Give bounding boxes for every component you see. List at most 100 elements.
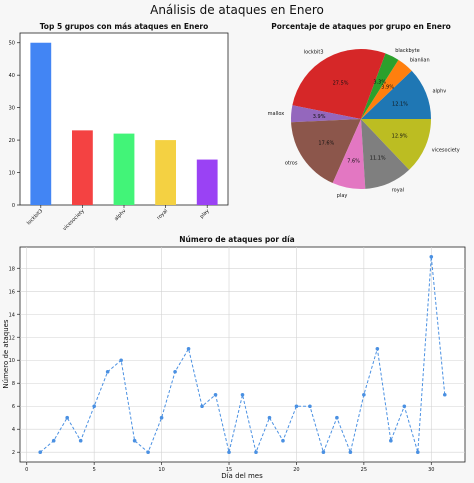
pie-label-vicesociety: vicesociety [432,147,460,153]
pie-slice-lockbit3 [292,49,386,119]
line-y-tick-label: 8 [12,381,15,387]
pie-pct-alphv: 12.1% [392,101,408,107]
line-chart-title: Número de ataques por día [179,235,294,244]
line-x-tick-label: 30 [428,467,434,473]
bar-royal [155,140,176,205]
line-point [294,404,299,409]
pie-slice-mallox [291,105,361,123]
line-point [65,415,69,420]
line-point [227,450,231,455]
line-y-axis: 2 4 6 8 10 12 14 16 18 [9,266,20,456]
pie-pct-lockbit3: 27.5% [333,80,349,86]
line-x-tick-label: 0 [25,467,28,473]
bar-alphv [113,133,135,205]
line-x-tick-label: 5 [93,467,96,473]
line-point [375,346,380,351]
line-point [119,358,123,363]
line-point [335,415,339,420]
pie-slice-bianlian [361,59,412,119]
pie-slice-play [332,119,366,189]
bar-y-tick-label: 20 [9,138,15,144]
line-point [78,438,83,443]
pie-pct-blackbyte: 3.3% [373,79,386,85]
bar-y-tick-label: 30 [9,106,15,112]
line-y-tick-label: 18 [9,266,15,272]
bar-x-tick-label: play [199,208,211,220]
bar-x-tick-label: alphv [113,208,127,222]
line-marks [38,254,447,455]
pie-label-otros: otros [285,161,298,167]
pie-chart: Porcentaje de ataques por grupo en Enero… [268,22,460,199]
line-point [38,450,43,455]
pie-label-lockbit3: lockbit3 [304,50,324,56]
line-x-tick-label: 25 [361,467,367,473]
bar-lockbit3 [30,42,52,206]
line-x-axis: 0 5 10 15 20 25 30 [25,462,434,473]
pie-chart-title: Porcentaje de ataques por grupo en Enero [271,22,451,31]
line-point [308,404,312,409]
bar-chart: Top 5 grupos con más ataques en Enero 0 1… [9,22,229,232]
line-y-axis-label: Número de ataques [2,319,10,389]
line-point [92,404,96,409]
bar-chart-title: Top 5 grupos con más ataques en Enero [40,22,209,31]
pie-slice-alphv [361,70,431,119]
pie-label-mallox: mallox [268,111,285,117]
pie-slice-royal [361,119,410,189]
pie-slice-blackbyte [361,53,399,119]
pie-labels: 12.1% alphv 3.9% bianlian 3.3% blackbyte 27.5%… [268,48,460,199]
pie-slices [291,49,431,189]
pie-pct-play: 7.6% [347,158,360,164]
line-point [254,450,258,455]
pie-pct-vicesociety: 12.9% [392,134,408,140]
line-point [402,404,407,409]
pie-label-blackbyte: blackbyte [395,48,419,54]
bar-y-axis: 0 10 20 30 40 50 [9,41,20,209]
bar-play [196,159,218,205]
line-x-axis-label: Día del mes [221,472,263,480]
line-point [186,346,191,351]
line-point [173,369,177,374]
bar-y-tick-label: 10 [9,171,15,177]
line-point [105,369,110,374]
line-point [51,438,56,443]
bar-x-axis: lockbit3 vicesociety alphv royal play [26,205,211,232]
line-point [348,450,353,455]
line-point [429,254,434,259]
bar-marks [30,42,218,206]
bar-x-tick-label: lockbit3 [26,208,44,226]
bar-vicesociety [72,130,93,205]
pie-pct-royal: 11.1% [370,156,386,162]
line-y-tick-label: 10 [9,358,15,364]
line-point [389,438,393,443]
figure-suptitle: Análisis de ataques en Enero [150,3,324,17]
line-y-tick-label: 12 [9,335,15,341]
line-point [200,404,204,409]
line-y-tick-label: 4 [12,427,15,433]
line-y-tick-label: 16 [9,289,15,295]
pie-slice-vicesociety [361,119,431,170]
line-point [416,450,420,455]
line-point [321,450,326,455]
line-point [362,392,366,397]
line-point [146,450,150,455]
pie-slice-otros [291,119,361,184]
line-point [240,392,245,397]
bar-y-tick-label: 40 [9,73,15,79]
line-y-tick-label: 2 [12,450,15,456]
line-chart: Número de ataques por día 2 4 6 8 10 12 14 16 18… [2,235,466,480]
line-y-tick-label: 6 [12,404,15,410]
line-x-tick-label: 10 [158,467,164,473]
line-point [442,392,447,397]
line-point [213,392,218,397]
line-chart-plot-area [19,246,466,463]
pie-label-royal: royal [392,188,404,194]
pie-label-alphv: alphv [432,88,446,94]
pie-pct-bianlian: 3.9% [381,85,394,91]
bar-x-tick-label: royal [156,208,169,221]
bar-y-tick-label: 0 [12,203,15,209]
bar-y-tick-label: 50 [9,41,15,47]
line-point [267,415,272,420]
bar-x-tick-label: vicesociety [62,208,86,232]
pie-label-play: play [337,193,348,199]
